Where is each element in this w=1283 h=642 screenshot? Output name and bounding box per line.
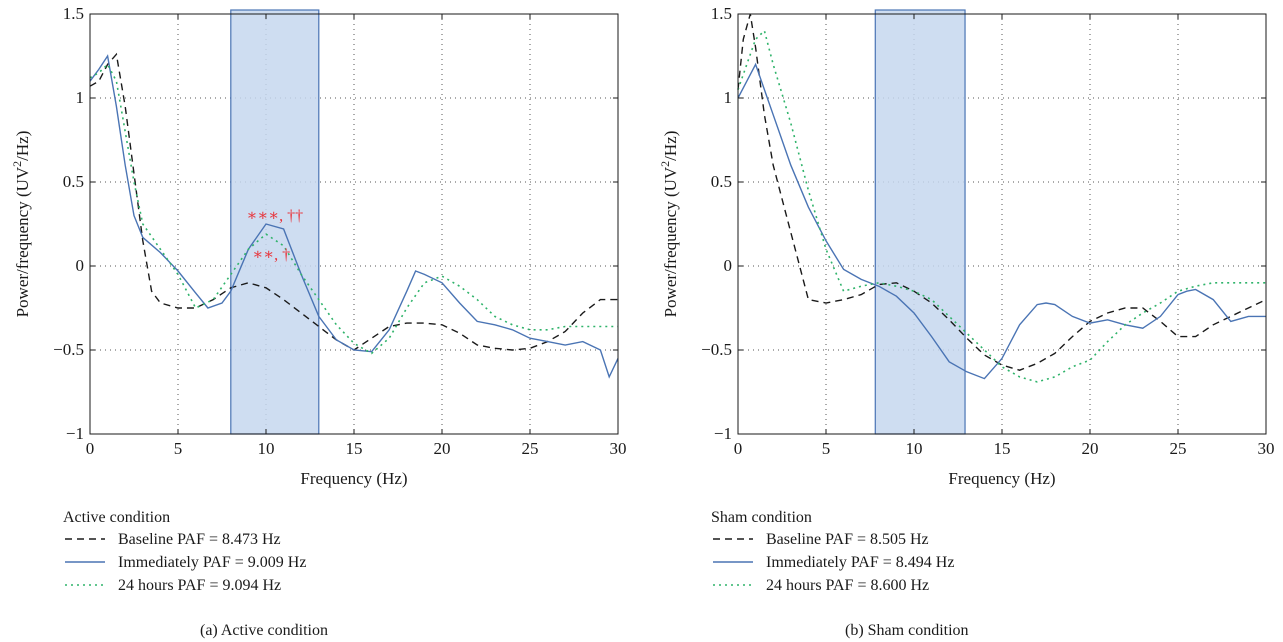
legend-title: Active condition <box>63 509 170 526</box>
series-line-dotted <box>89 63 618 355</box>
y-axis-label-superscript: 2 <box>10 161 24 167</box>
y-tick-label: 0.5 <box>63 172 84 191</box>
y-axis-label: Power/frequency (UV2/Hz) <box>658 131 680 318</box>
x-tick-label: 5 <box>822 439 831 458</box>
panel-sham: 0 5 10 15 20 25 30 −1 −0.5 0 0.5 1 1.5 Frequency (Hz)… <box>658 4 1275 639</box>
y-tick-label: −0.5 <box>701 340 732 359</box>
x-axis-label: Frequency (Hz) <box>948 469 1055 488</box>
series-line-solid <box>89 54 619 379</box>
y-tick-label: 0 <box>724 256 733 275</box>
alpha-band-highlight <box>874 9 966 435</box>
series-line-dashed <box>89 52 618 351</box>
y-tick-label: 1.5 <box>711 4 732 23</box>
y-tick-label: 0.5 <box>711 172 732 191</box>
panel-caption: (a) Active condition <box>200 622 328 639</box>
y-tick-label: −1 <box>714 424 732 443</box>
legend-entry: 24 hours PAF = 9.094 Hz <box>118 577 281 594</box>
y-axis-label-tail: /Hz) <box>13 131 32 161</box>
x-tick-label: 10 <box>258 439 275 458</box>
y-tick-label: −0.5 <box>53 340 84 359</box>
x-tick-label: 25 <box>522 439 539 458</box>
series-line-dashed <box>737 13 1267 371</box>
y-axis-label-superscript: 2 <box>658 161 672 167</box>
x-tick-label: 5 <box>174 439 183 458</box>
x-tick-label: 30 <box>1258 439 1275 458</box>
x-tick-label: 20 <box>434 439 451 458</box>
x-axis-label: Frequency (Hz) <box>300 469 407 488</box>
x-tick-label: 0 <box>86 439 95 458</box>
series-line-solid <box>737 62 1266 380</box>
y-axis-label-main: Power/frequency (UV <box>661 166 680 317</box>
x-tick-label: 15 <box>346 439 363 458</box>
significance-annotation: ∗∗∗, †† <box>246 208 303 225</box>
y-axis-label-main: Power/frequency (UV <box>13 166 32 317</box>
legend-entry: Baseline PAF = 8.473 Hz <box>118 531 281 548</box>
legend-entry: Immediately PAF = 9.009 Hz <box>118 554 306 571</box>
panel-caption: (b) Sham condition <box>845 622 969 639</box>
legend-title: Sham condition <box>711 509 812 526</box>
x-tick-label: 0 <box>734 439 743 458</box>
y-axis-label: Power/frequency (UV2/Hz) <box>10 131 32 318</box>
alpha-band-highlight <box>230 9 320 435</box>
x-tick-label: 20 <box>1082 439 1099 458</box>
y-tick-label: 1 <box>76 88 85 107</box>
x-tick-label: 25 <box>1170 439 1187 458</box>
y-tick-label: 1.5 <box>63 4 84 23</box>
legend-entry: Baseline PAF = 8.505 Hz <box>766 531 929 548</box>
y-tick-label: 0 <box>76 256 85 275</box>
x-tick-label: 15 <box>994 439 1011 458</box>
y-axis-label-tail: /Hz) <box>661 131 680 161</box>
legend-entry: 24 hours PAF = 8.600 Hz <box>766 577 929 594</box>
x-tick-label: 10 <box>906 439 923 458</box>
x-tick-label: 30 <box>610 439 627 458</box>
legend-entry: Immediately PAF = 8.494 Hz <box>766 554 954 571</box>
y-tick-label: 1 <box>724 88 733 107</box>
y-tick-label: −1 <box>66 424 84 443</box>
panel-active: 0 5 10 15 20 25 30 −1 −0.5 0 0.5 1 1.5 Frequency (Hz)… <box>10 4 627 639</box>
significance-annotation: ∗∗, † <box>252 246 290 263</box>
